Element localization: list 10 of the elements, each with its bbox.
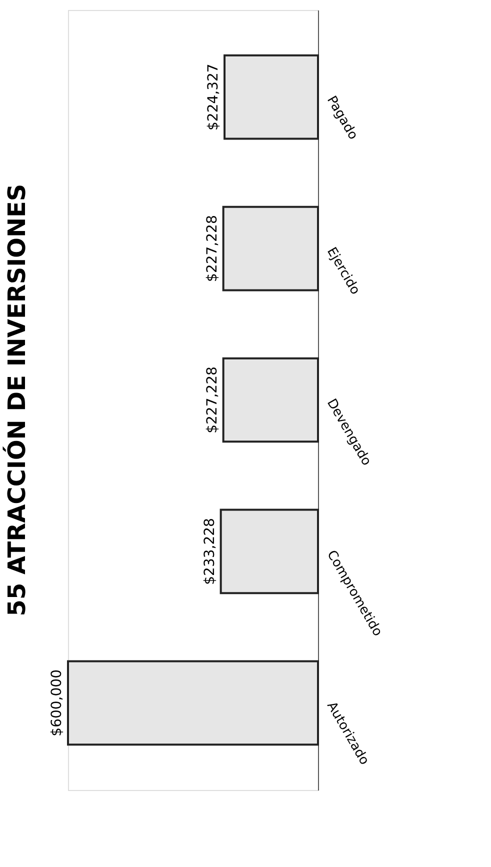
bar: [222, 357, 319, 443]
bar: [224, 54, 319, 140]
data-label: $233,228: [202, 518, 218, 585]
data-label: $600,000: [49, 670, 65, 736]
bar: [222, 206, 319, 292]
bar: [220, 508, 319, 594]
data-label: $227,228: [204, 215, 220, 282]
text: 55 ATRACCIÓN DE INVERSIONES: [2, 184, 31, 616]
data-label: $227,228: [204, 366, 220, 434]
data-label: $224,327: [206, 64, 222, 130]
